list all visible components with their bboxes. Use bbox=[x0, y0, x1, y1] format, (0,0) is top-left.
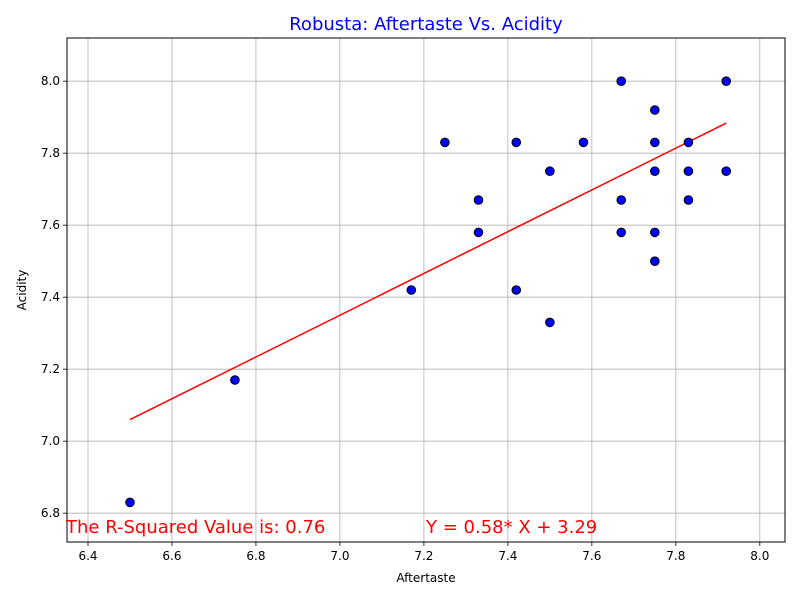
data-point bbox=[650, 105, 660, 115]
x-tick-label: 6.4 bbox=[78, 549, 97, 563]
data-point bbox=[616, 227, 627, 238]
data-point bbox=[683, 195, 694, 205]
data-point bbox=[650, 166, 660, 176]
data-point bbox=[616, 76, 627, 86]
data-point bbox=[545, 166, 555, 176]
grid-lines bbox=[67, 38, 785, 542]
data-points bbox=[125, 76, 732, 508]
x-axis-label: Aftertaste bbox=[396, 571, 455, 585]
x-tick-label: 7.0 bbox=[330, 549, 349, 563]
data-point bbox=[473, 227, 484, 238]
x-axis-ticks: 6.4 6.6 6.8 7.0 7.2 7.4 7.6 7.8 8.0 bbox=[78, 542, 769, 563]
y-axis-ticks: 6.8 7.0 7.2 7.4 7.6 7.8 8.0 bbox=[41, 74, 67, 520]
x-tick-label: 7.8 bbox=[666, 549, 685, 563]
y-tick-label: 8.0 bbox=[41, 74, 60, 88]
data-point bbox=[473, 195, 484, 205]
data-point bbox=[440, 137, 450, 148]
data-point bbox=[616, 195, 627, 205]
data-point bbox=[721, 76, 732, 86]
x-tick-label: 7.2 bbox=[414, 549, 433, 563]
y-tick-label: 7.0 bbox=[41, 434, 60, 448]
data-point bbox=[511, 137, 522, 148]
y-axis-label: Acidity bbox=[15, 270, 29, 311]
data-point bbox=[406, 285, 417, 295]
data-point bbox=[683, 166, 694, 176]
y-tick-label: 7.8 bbox=[41, 146, 60, 160]
regression-line-group bbox=[129, 122, 727, 421]
regression-line bbox=[129, 122, 727, 421]
y-tick-label: 7.4 bbox=[41, 290, 60, 304]
data-point bbox=[578, 137, 589, 148]
data-point bbox=[650, 137, 660, 148]
data-point bbox=[683, 137, 694, 148]
data-point bbox=[125, 497, 135, 508]
r-squared-annotation: The R-Squared Value is: 0.76 bbox=[65, 517, 325, 538]
y-tick-label: 6.8 bbox=[41, 506, 60, 520]
x-tick-label: 7.6 bbox=[582, 549, 601, 563]
y-tick-label: 7.6 bbox=[41, 218, 60, 232]
x-tick-label: 6.8 bbox=[246, 549, 265, 563]
data-point bbox=[230, 375, 240, 385]
data-point bbox=[545, 317, 555, 328]
data-point bbox=[511, 285, 522, 295]
regression-equation-annotation: Y = 0.58* X + 3.29 bbox=[425, 517, 597, 538]
plot-frame bbox=[66, 37, 786, 543]
x-tick-label: 8.0 bbox=[750, 549, 769, 563]
data-point bbox=[650, 256, 660, 267]
x-tick-label: 7.4 bbox=[498, 549, 517, 563]
y-tick-label: 7.2 bbox=[41, 362, 60, 376]
x-tick-label: 6.6 bbox=[162, 549, 181, 563]
data-point bbox=[650, 227, 660, 238]
data-point bbox=[721, 166, 732, 176]
chart-title: Robusta: Aftertaste Vs. Acidity bbox=[289, 14, 563, 35]
